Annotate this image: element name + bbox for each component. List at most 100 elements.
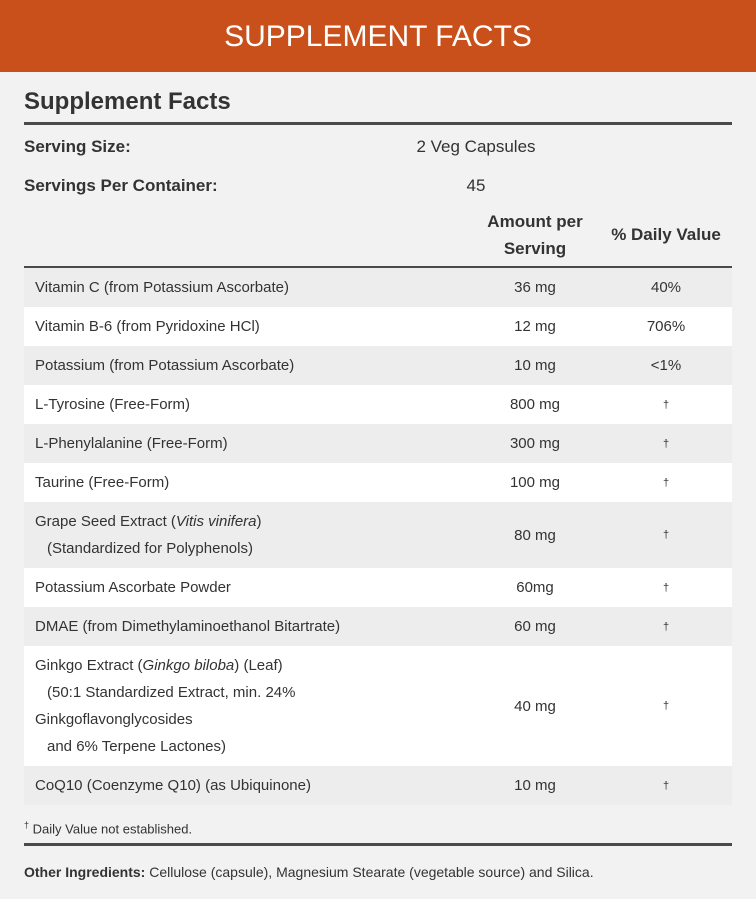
name-line: L-Phenylalanine (Free-Form) <box>35 430 470 457</box>
amount-header: Amount per Serving <box>487 212 583 258</box>
amount: 300 mg <box>509 435 561 452</box>
nutrient-row: Ginkgo Extract (Ginkgo biloba) (Leaf) (50… <box>24 646 732 766</box>
daily-value: 706% <box>646 318 686 335</box>
nutrient-name: Taurine (Free-Form) <box>24 469 470 496</box>
amount: 40 mg <box>514 697 556 715</box>
nutrient-name: Ginkgo Extract (Ginkgo biloba) (Leaf) (50… <box>24 652 470 760</box>
nutrient-row: L-Tyrosine (Free-Form) 800 mg † <box>24 385 732 424</box>
name-text: Ginkgo biloba <box>142 657 235 674</box>
amount: 10 mg <box>514 777 556 794</box>
daily-value: † <box>662 476 670 489</box>
daily-value: † <box>662 620 670 633</box>
serving-value: 2 Veg Capsules <box>416 136 536 156</box>
nutrient-row: Potassium (from Potassium Ascorbate) 10 m… <box>24 346 732 385</box>
nutrient-row: CoQ10 (Coenzyme Q10) (as Ubiquinone) 10 m… <box>24 766 732 805</box>
name-text: ) <box>256 513 262 530</box>
name-text: Grape Seed Extract ( <box>35 513 176 530</box>
name-line: CoQ10 (Coenzyme Q10) (as Ubiquinone) <box>35 772 470 799</box>
name-text: Potassium (from Potassium Ascorbate) <box>35 357 295 374</box>
nutrient-name: L-Tyrosine (Free-Form) <box>24 391 470 418</box>
nutrient-table: Vitamin C (from Potassium Ascorbate) 36 m… <box>24 268 732 805</box>
other-label: Other Ingredients: <box>24 864 146 880</box>
amount: 60 mg <box>514 618 556 635</box>
divider <box>24 266 732 268</box>
footnote: † Daily Value not established. <box>24 805 732 843</box>
nutrient-name: Potassium Ascorbate Powder <box>24 574 470 601</box>
amount: 100 mg <box>509 474 561 491</box>
name-text: ) (Leaf) <box>234 657 283 674</box>
panel-title: Supplement Facts <box>24 88 231 115</box>
name-text: Vitis vinifera <box>175 513 257 530</box>
nutrient-row: Taurine (Free-Form) 100 mg † <box>24 463 732 502</box>
nutrient-row: Potassium Ascorbate Powder 60mg † <box>24 568 732 607</box>
daily-value-header: % Daily Value <box>611 225 721 244</box>
name-line: Vitamin B-6 (from Pyridoxine HCl) <box>35 313 470 340</box>
name-line: Grape Seed Extract (Vitis vinifera) <box>35 508 470 535</box>
serving-value: 45 <box>466 175 486 195</box>
daily-value: † <box>662 581 670 594</box>
amount: 800 mg <box>509 396 561 413</box>
name-text: Vitamin B-6 (from Pyridoxine HCl) <box>35 318 260 335</box>
nutrient-name: CoQ10 (Coenzyme Q10) (as Ubiquinone) <box>24 772 470 799</box>
facts-panel: Supplement Facts Serving Size: 2 Veg Caps… <box>24 72 732 880</box>
name-text: Ginkgo Extract ( <box>35 657 143 674</box>
daily-value: † <box>662 779 670 792</box>
name-text: and 6% Terpene Lactones) <box>47 738 227 755</box>
name-line: DMAE (from Dimethylaminoethanol Bitartra… <box>35 613 470 640</box>
footnote-text: Daily Value not established. <box>32 821 193 837</box>
nutrient-name: Vitamin C (from Potassium Ascorbate) <box>24 274 470 301</box>
serving-label: Servings Per Container: <box>24 175 218 195</box>
nutrient-row: Vitamin C (from Potassium Ascorbate) 36 m… <box>24 268 732 307</box>
name-text: Vitamin C (from Potassium Ascorbate) <box>35 279 289 296</box>
divider <box>24 122 732 125</box>
serving-info: Serving Size: 2 Veg Capsules Servings Per … <box>24 125 732 205</box>
daily-value: † <box>662 437 670 450</box>
name-text: CoQ10 (Coenzyme Q10) (as Ubiquinone) <box>35 777 311 794</box>
nutrient-name: Grape Seed Extract (Vitis vinifera) (Stan… <box>24 508 470 562</box>
name-line: Potassium (from Potassium Ascorbate) <box>35 352 470 379</box>
name-text: (50:1 Standardized Extract, min. 24% <box>47 684 296 701</box>
nutrient-row: Vitamin B-6 (from Pyridoxine HCl) 12 mg 70… <box>24 307 732 346</box>
name-line: and 6% Terpene Lactones) <box>35 733 470 760</box>
footnote-symbol: † <box>24 820 30 830</box>
nutrient-row: DMAE (from Dimethylaminoethanol Bitartra… <box>24 607 732 646</box>
column-headers: Amount per Serving % Daily Value <box>24 205 732 265</box>
header-title: SUPPLEMENT FACTS <box>0 0 756 72</box>
nutrient-row: Grape Seed Extract (Vitis vinifera) (Stan… <box>24 502 732 568</box>
name-line: (50:1 Standardized Extract, min. 24% <box>35 679 470 706</box>
divider <box>24 843 732 846</box>
name-text: Potassium Ascorbate Powder <box>35 579 231 596</box>
nutrient-name: Potassium (from Potassium Ascorbate) <box>24 352 470 379</box>
amount: 60mg <box>516 579 554 596</box>
nutrient-name: Vitamin B-6 (from Pyridoxine HCl) <box>24 313 470 340</box>
other-ingredients: Other Ingredients: Cellulose (capsule), … <box>24 846 732 880</box>
name-text: L-Tyrosine (Free-Form) <box>35 396 191 413</box>
name-line: L-Tyrosine (Free-Form) <box>35 391 470 418</box>
nutrient-row: L-Phenylalanine (Free-Form) 300 mg † <box>24 424 732 463</box>
amount: 36 mg <box>514 279 556 296</box>
name-line: Ginkgo Extract (Ginkgo biloba) (Leaf) <box>35 652 470 679</box>
name-text: L-Phenylalanine (Free-Form) <box>35 435 228 452</box>
serving-label: Serving Size: <box>24 136 131 156</box>
name-line: Potassium Ascorbate Powder <box>35 574 470 601</box>
name-line: Ginkgoflavonglycosides <box>35 706 470 733</box>
nutrient-name: DMAE (from Dimethylaminoethanol Bitartra… <box>24 613 470 640</box>
amount: 12 mg <box>514 318 556 335</box>
amount: 10 mg <box>514 357 556 374</box>
daily-value: † <box>662 529 670 541</box>
name-line: Taurine (Free-Form) <box>35 469 470 496</box>
daily-value: 40% <box>650 279 682 296</box>
name-line: Vitamin C (from Potassium Ascorbate) <box>35 274 470 301</box>
name-text: DMAE (from Dimethylaminoethanol Bitartra… <box>35 618 341 635</box>
serving-row: Serving Size: 2 Veg Capsules <box>24 127 732 166</box>
name-line: (Standardized for Polyphenols) <box>35 535 470 562</box>
nutrient-name: L-Phenylalanine (Free-Form) <box>24 430 470 457</box>
name-text: (Standardized for Polyphenols) <box>47 540 253 557</box>
other-text: Cellulose (capsule), Magnesium Stearate … <box>149 864 594 880</box>
daily-value: <1% <box>650 357 682 374</box>
amount: 80 mg <box>514 526 556 544</box>
daily-value: † <box>662 398 670 411</box>
daily-value: † <box>662 700 670 712</box>
name-text: Taurine (Free-Form) <box>35 474 170 491</box>
